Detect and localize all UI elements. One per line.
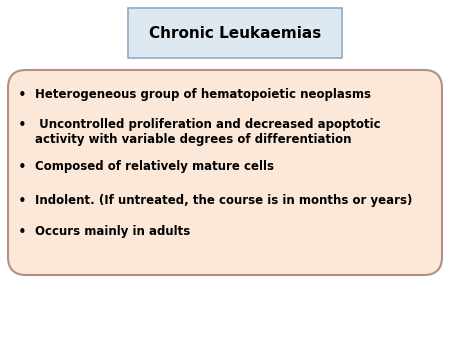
FancyBboxPatch shape xyxy=(128,8,342,58)
Text: Composed of relatively mature cells: Composed of relatively mature cells xyxy=(35,160,274,173)
Text: •: • xyxy=(18,194,27,209)
Text: •: • xyxy=(18,160,27,175)
Text: Chronic Leukaemias: Chronic Leukaemias xyxy=(149,25,321,41)
Text: •: • xyxy=(18,88,27,103)
Text: Occurs mainly in adults: Occurs mainly in adults xyxy=(35,225,190,238)
FancyBboxPatch shape xyxy=(8,70,442,275)
Text: •: • xyxy=(18,225,27,240)
Text: Uncontrolled proliferation and decreased apoptotic
activity with variable degree: Uncontrolled proliferation and decreased… xyxy=(35,118,381,146)
Text: Indolent. (If untreated, the course is in months or years): Indolent. (If untreated, the course is i… xyxy=(35,194,412,207)
Text: •: • xyxy=(18,118,27,133)
Text: Heterogeneous group of hematopoietic neoplasms: Heterogeneous group of hematopoietic neo… xyxy=(35,88,371,101)
